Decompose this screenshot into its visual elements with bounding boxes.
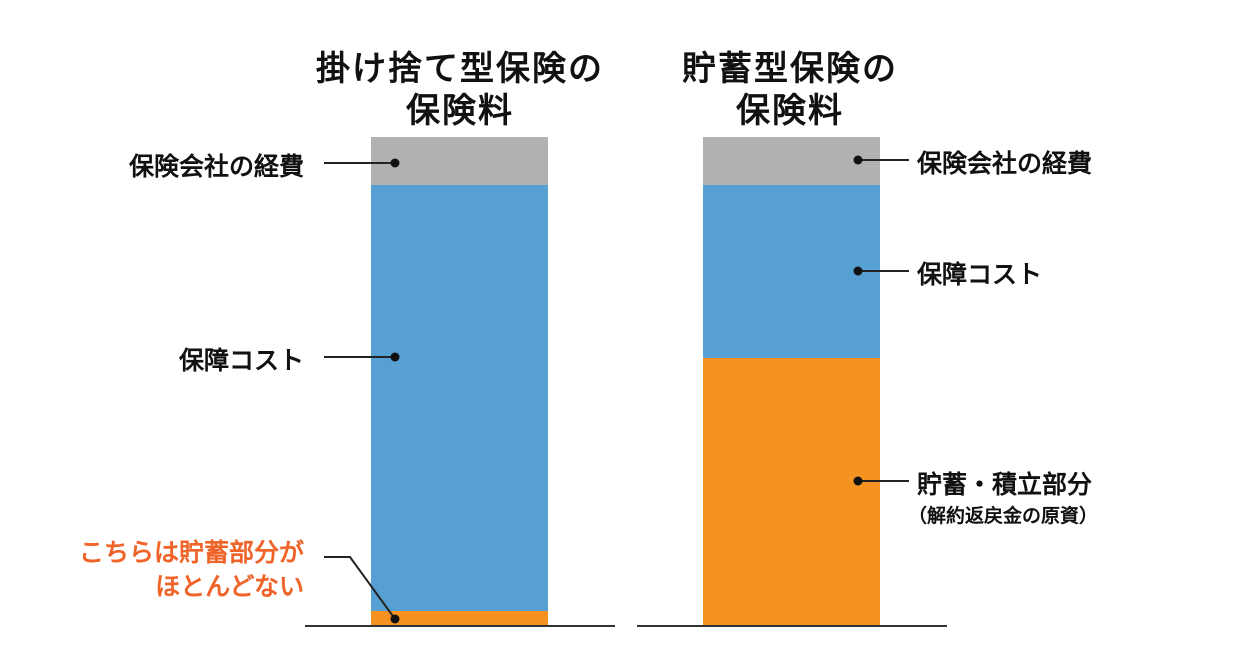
left-chart-title: 掛け捨て型保険の 保険料 xyxy=(280,48,640,132)
left-expense-label: 保険会社の経費 xyxy=(128,152,304,181)
right-coverage-dot xyxy=(853,266,863,276)
left-baseline xyxy=(305,625,615,627)
left-expense-dot xyxy=(390,158,400,168)
left-title-line1: 掛け捨て型保険の xyxy=(316,49,604,89)
left-bar-expense-segment xyxy=(371,137,548,185)
left-savings-leader xyxy=(324,556,396,620)
right-chart-title: 貯蓄型保険の 保険料 xyxy=(610,48,970,132)
right-coverage-label: 保障コスト xyxy=(917,260,1043,289)
right-savings-sublabel: （解約返戻金の原資） xyxy=(908,505,1099,527)
left-savings-note-line1: こちらは貯蓄部分が xyxy=(78,538,304,567)
right-savings-dot xyxy=(853,476,863,486)
right-bar-expense-segment xyxy=(703,137,880,185)
left-savings-note-line2: ほとんどない xyxy=(155,572,304,601)
right-title-line2: 保険料 xyxy=(736,91,844,131)
right-savings-label: 貯蓄・積立部分 xyxy=(917,470,1093,499)
left-savings-note: こちらは貯蓄部分が ほとんどない xyxy=(79,536,304,604)
left-coverage-label: 保障コスト xyxy=(178,346,304,375)
right-expense-label: 保険会社の経費 xyxy=(917,149,1093,178)
left-bar-savings-segment xyxy=(371,611,548,626)
right-baseline xyxy=(637,625,947,627)
left-coverage-dot xyxy=(390,352,400,362)
right-bar-coverage-segment xyxy=(703,185,880,358)
right-title-line1: 貯蓄型保険の xyxy=(682,49,898,89)
right-expense-dot xyxy=(853,155,863,165)
right-bar-savings-segment xyxy=(703,358,880,626)
left-bar-coverage-segment xyxy=(371,185,548,611)
left-savings-dot xyxy=(390,614,400,624)
left-title-line2: 保険料 xyxy=(406,91,514,131)
